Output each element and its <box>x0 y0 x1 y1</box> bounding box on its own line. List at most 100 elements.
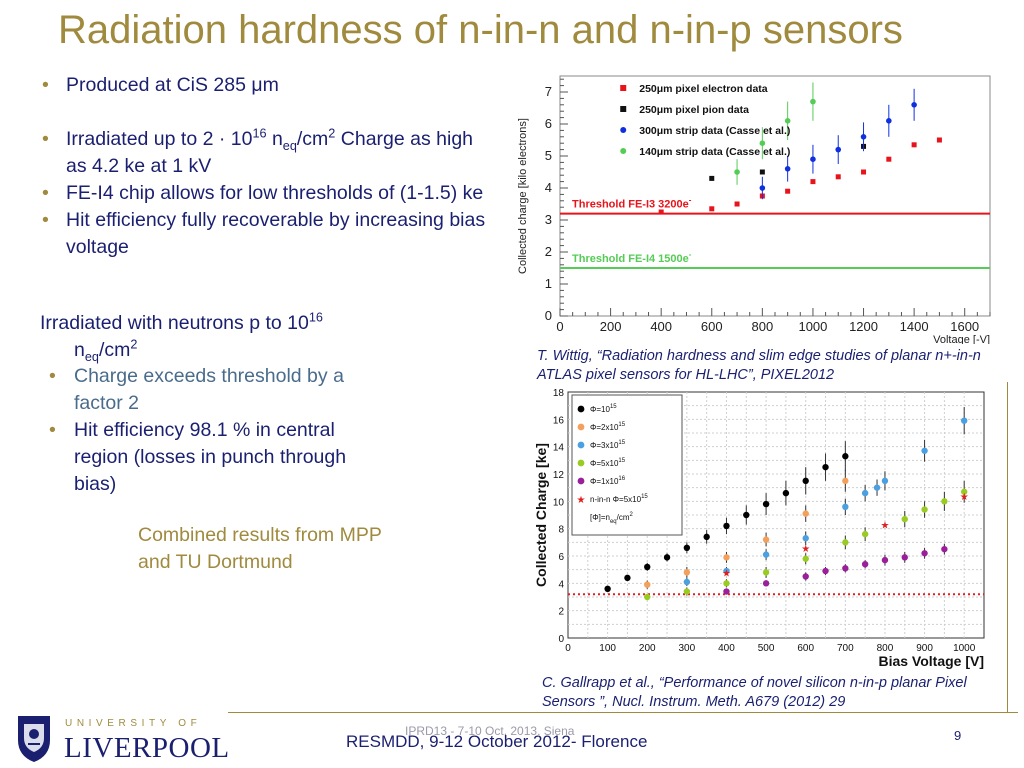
x-tick-label: 700 <box>837 643 854 654</box>
data-point <box>644 593 651 601</box>
y-tick-label: 16 <box>553 415 565 426</box>
data-point <box>881 477 889 485</box>
data-point <box>886 118 892 124</box>
data-point <box>759 185 766 191</box>
plot-frame <box>559 75 991 317</box>
x-tick-label: 500 <box>758 643 775 654</box>
x-tick-label: 600 <box>701 319 723 334</box>
threshold-label: Threshold FE-I4 1500e- <box>572 250 692 265</box>
data-point <box>842 477 849 485</box>
y-tick-label: 4 <box>558 579 564 590</box>
data-point <box>734 201 740 207</box>
x-tick-label: 600 <box>797 643 814 654</box>
y-tick-label: 14 <box>553 443 565 454</box>
data-point <box>644 581 651 588</box>
legend-label-exp: 15 <box>641 494 648 500</box>
data-point <box>784 118 791 124</box>
legend-marker <box>620 127 627 133</box>
data-point: ★ <box>801 544 810 555</box>
data-point: ★ <box>880 521 889 532</box>
y-tick-label: 0 <box>558 634 564 645</box>
data-point <box>921 550 928 557</box>
data-point <box>886 156 892 162</box>
data-point <box>723 522 730 530</box>
x-tick-label: 800 <box>877 643 894 654</box>
legend-footer: [Φ]=neq/cm2 <box>590 512 634 525</box>
data-point <box>762 569 770 576</box>
data-point <box>723 588 730 595</box>
data-point <box>683 578 691 586</box>
divider-horizontal <box>228 712 1018 713</box>
legend-footer-sub: eq <box>610 519 617 525</box>
caption-wittig: T. Wittig, “Radiation hardness and slim … <box>537 348 981 383</box>
data-point <box>723 567 730 575</box>
data-point <box>911 142 917 148</box>
x-tick-label: 1000 <box>798 319 827 334</box>
legend-marker <box>577 477 585 485</box>
data-point <box>759 140 766 146</box>
data-point <box>762 551 770 558</box>
legend-marker <box>620 148 627 154</box>
data-point <box>624 574 631 582</box>
data-point <box>835 146 842 153</box>
y-tick-label: 1 <box>545 276 552 291</box>
x-axis-label: Bias Voltage [V] <box>878 653 984 669</box>
bullet-list-top: Produced at CiS 285 μm Irradiated up to … <box>36 72 496 261</box>
x-axis-label: Voltage [-V] <box>933 334 990 344</box>
data-point <box>860 134 867 140</box>
data-point <box>709 206 715 212</box>
data-point <box>960 488 968 495</box>
threshold-label: Threshold FE-I3 3200e- <box>572 196 692 211</box>
data-point <box>842 453 849 460</box>
y-tick-label: 3 <box>545 212 552 227</box>
legend-label: 140μm strip data (Casse et al.) <box>639 146 790 158</box>
data-point <box>842 503 849 510</box>
x-tick-label: 400 <box>718 643 735 654</box>
legend-label-exp: 15 <box>618 458 625 464</box>
y-tick-label: 4 <box>545 180 552 195</box>
data-point <box>743 511 750 519</box>
logo-university-text: UNIVERSITY OF <box>65 718 202 729</box>
data-point <box>861 169 867 175</box>
legend-label: Φ=3x1015 <box>590 440 626 450</box>
x-tick-label: 1000 <box>953 643 976 654</box>
y-axis-label: Collected Charge [ke] <box>534 443 549 587</box>
x-tick-label: 400 <box>650 319 672 334</box>
y-tick-label: 6 <box>558 552 564 563</box>
x-tick-label: 1600 <box>950 319 979 334</box>
chart-n-in-n: 0 200 400 600 800 1000 1200 1400 1600 0 1 2 3 4 5 6 7 Vol… <box>517 75 991 344</box>
data-point <box>663 554 671 561</box>
data-point: ★ <box>722 568 731 579</box>
footer-overlay-text: IPRD13 - 7-10 Oct. 2013, Siena <box>405 724 575 738</box>
y-axis-label: Collected charge [kilo electrons] <box>517 118 529 274</box>
data-point <box>822 567 829 575</box>
y-tick-label: 2 <box>545 244 552 259</box>
x-tick-label: 0 <box>556 319 563 334</box>
data-point <box>936 137 942 143</box>
legend-marker <box>620 85 627 91</box>
university-logo <box>14 712 229 766</box>
y-tick-label: 7 <box>545 84 552 99</box>
y-tick-label: 5 <box>545 148 552 163</box>
data-point <box>810 98 816 105</box>
data-point <box>861 530 869 538</box>
data-point <box>835 174 841 180</box>
legend-marker <box>577 441 585 449</box>
data-point <box>644 563 651 571</box>
legend-label: 300μm strip data (Casse et al.) <box>639 125 790 137</box>
threshold-label-sup: - <box>689 196 692 205</box>
legend-label-exp: 16 <box>618 476 625 482</box>
logo-liverpool-text: LIVERPOOL <box>64 732 230 764</box>
data-point <box>784 166 791 172</box>
x-tick-label: 1400 <box>900 319 929 334</box>
data-point <box>861 489 869 497</box>
bullet-item: Produced at CiS 285 μm <box>36 72 496 99</box>
legend-marker <box>577 459 585 467</box>
data-point <box>822 463 829 471</box>
x-tick-label: 800 <box>752 319 774 334</box>
data-point <box>941 498 948 505</box>
data-point <box>873 484 881 491</box>
bullet-item: Hit efficiency fully recoverable by incr… <box>36 207 496 261</box>
slide-title: Radiation hardness of n-in-n and n-in-p … <box>58 8 903 52</box>
data-point <box>683 569 691 576</box>
